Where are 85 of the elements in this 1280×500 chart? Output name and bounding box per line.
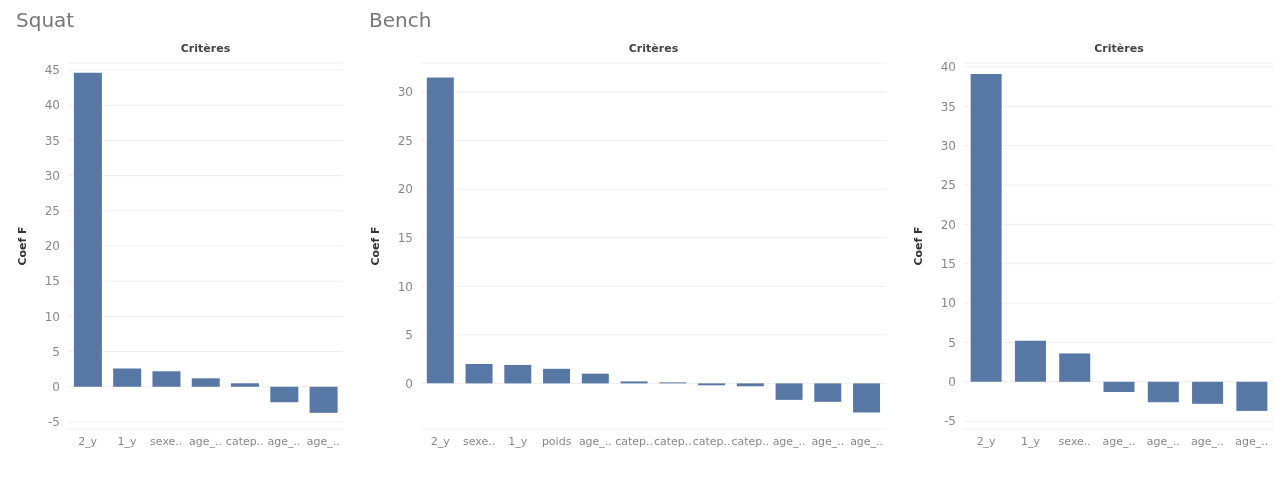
y-axis-title: Coef F <box>911 226 925 266</box>
chart-title: Squat <box>15 8 76 34</box>
y-tick-label: 10 <box>44 309 60 324</box>
y-tick-label: 5 <box>948 335 956 350</box>
bar <box>775 383 803 400</box>
bar <box>1014 340 1046 382</box>
y-tick-label: 5 <box>405 328 413 343</box>
y-tick-label: 35 <box>940 99 956 114</box>
bar <box>270 386 299 403</box>
y-tick-label: 0 <box>948 375 956 390</box>
x-tick-label: age_.. <box>306 434 340 448</box>
x-axis-title: Critères <box>627 42 680 55</box>
y-tick-label: 35 <box>44 133 60 148</box>
x-tick-label: 1_y <box>117 434 137 448</box>
bar <box>504 364 532 384</box>
y-tick-label: 15 <box>44 274 60 289</box>
y-tick-label: -5 <box>48 415 60 430</box>
x-tick-label: age_.. <box>189 434 222 448</box>
y-axis-title: Coef F <box>368 226 382 266</box>
bar <box>736 383 764 387</box>
x-tick-label: catep.. <box>653 434 692 448</box>
y-tick-label: 0 <box>52 380 60 395</box>
x-tick-label: age_.. <box>772 434 806 448</box>
y-tick-label: 30 <box>940 138 956 153</box>
x-tick-label: age_.. <box>1146 434 1180 448</box>
x-tick-label: poids <box>541 434 572 448</box>
bar <box>1147 381 1179 403</box>
bar <box>814 383 842 402</box>
y-tick-label: -5 <box>944 414 956 429</box>
x-tick-label: catep.. <box>225 434 264 448</box>
bar <box>309 386 338 413</box>
y-tick-label: 45 <box>44 63 60 78</box>
x-tick-label: sexe.. <box>463 434 496 448</box>
bar <box>426 77 454 384</box>
y-tick-label: 40 <box>44 98 60 113</box>
y-tick-label: 10 <box>397 279 413 294</box>
y-tick-label: 20 <box>44 239 60 254</box>
x-tick-label: sexe.. <box>1058 434 1091 448</box>
y-tick-label: 25 <box>44 204 60 219</box>
bar <box>853 383 881 413</box>
x-tick-label: 2_y <box>430 434 451 448</box>
y-tick-label: 30 <box>397 85 413 100</box>
bar <box>73 72 102 387</box>
x-tick-label: age_.. <box>578 434 612 448</box>
bar <box>1192 381 1224 404</box>
y-tick-label: 15 <box>940 256 956 271</box>
y-tick-label: 20 <box>940 217 956 232</box>
x-tick-label: age_.. <box>267 434 301 448</box>
bar <box>152 371 181 387</box>
y-axis-title: Coef F <box>15 226 29 266</box>
y-tick-label: 5 <box>52 344 60 359</box>
bar <box>581 373 609 384</box>
x-tick-label: 2_y <box>976 434 997 448</box>
y-tick-label: 25 <box>940 178 956 193</box>
y-tick-label: 15 <box>397 231 413 246</box>
y-tick-label: 10 <box>940 296 956 311</box>
x-tick-label: age_.. <box>850 434 884 448</box>
bar <box>1059 353 1091 382</box>
bar <box>465 363 493 384</box>
bar <box>543 368 571 384</box>
bar <box>1103 381 1135 393</box>
x-tick-label: 1_y <box>1020 434 1041 448</box>
x-tick-label: age_.. <box>1235 434 1269 448</box>
x-tick-label: age_.. <box>811 434 845 448</box>
bar <box>231 383 260 387</box>
x-tick-label: catep.. <box>692 434 731 448</box>
bar <box>970 74 1002 382</box>
bar <box>191 378 220 387</box>
x-tick-label: catep.. <box>615 434 654 448</box>
x-axis-title: Critères <box>179 42 232 55</box>
bar <box>113 368 142 387</box>
x-tick-label: age_.. <box>1102 434 1136 448</box>
x-tick-label: 1_y <box>508 434 528 448</box>
y-tick-label: 30 <box>44 168 60 183</box>
y-tick-label: 20 <box>397 182 413 197</box>
x-axis-title: Critères <box>1093 42 1145 55</box>
x-tick-label: catep.. <box>731 434 770 448</box>
x-tick-label: sexe.. <box>150 434 183 448</box>
x-tick-label: age_.. <box>1191 434 1225 448</box>
x-tick-label: 2_y <box>78 434 98 448</box>
y-tick-label: 0 <box>405 376 413 391</box>
chart-title: Bench <box>368 8 433 34</box>
y-tick-label: 40 <box>940 60 956 75</box>
bar <box>1236 381 1268 411</box>
y-tick-label: 25 <box>397 133 413 148</box>
